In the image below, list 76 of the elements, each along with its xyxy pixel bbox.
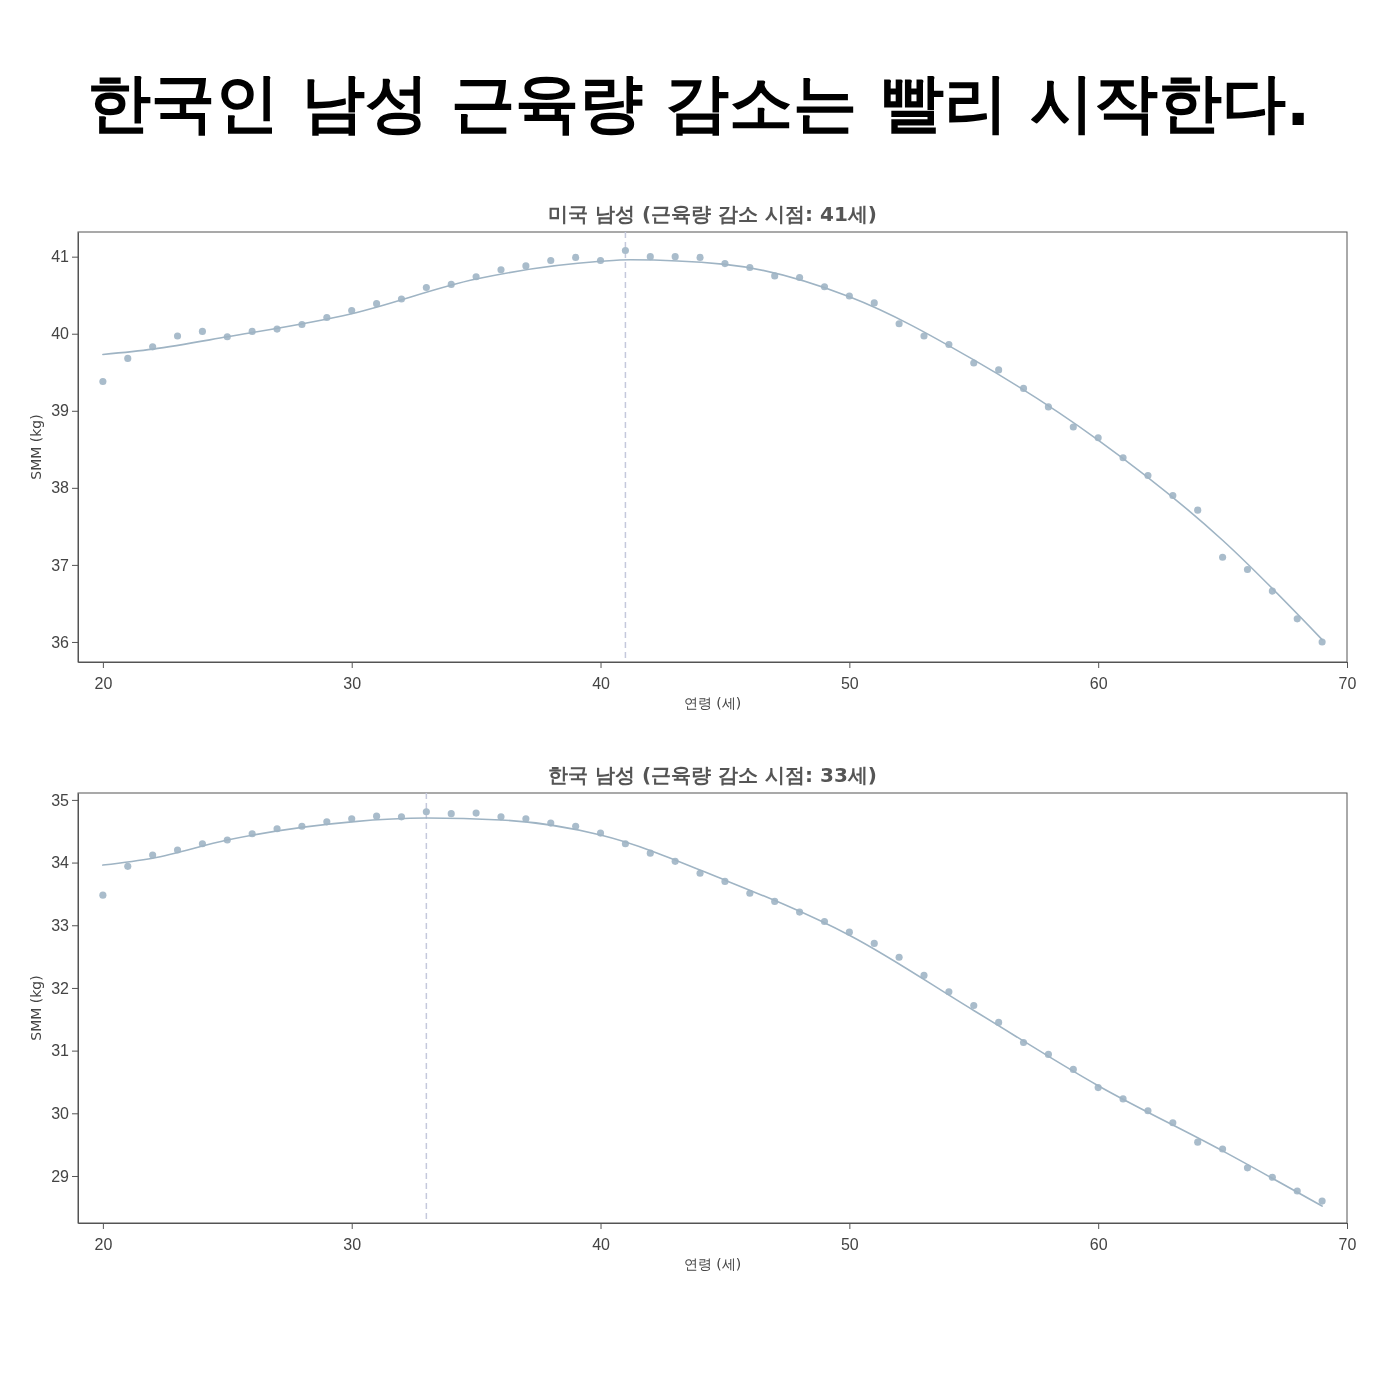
point xyxy=(373,300,381,308)
x-tick-label: 30 xyxy=(343,1235,362,1253)
x-axis-title: 연령 (세) xyxy=(683,1256,742,1272)
point xyxy=(472,809,480,817)
point xyxy=(1293,615,1301,623)
point xyxy=(945,988,953,996)
x-tick-label: 60 xyxy=(1089,674,1108,692)
point xyxy=(671,253,679,261)
x-tick-label: 40 xyxy=(592,1235,611,1253)
x-tick-label: 60 xyxy=(1089,1235,1108,1253)
y-tick-label: 31 xyxy=(51,1042,70,1060)
point xyxy=(746,889,754,897)
point xyxy=(572,253,580,261)
point xyxy=(696,253,704,261)
point xyxy=(621,246,629,255)
point xyxy=(1318,638,1326,646)
x-tick-label: 70 xyxy=(1338,1235,1357,1253)
point xyxy=(920,332,928,340)
y-tick-label: 38 xyxy=(51,479,70,497)
y-tick-label: 30 xyxy=(51,1104,70,1122)
point xyxy=(1194,506,1202,514)
x-tick-label: 40 xyxy=(592,674,611,692)
point xyxy=(497,813,505,821)
point xyxy=(696,869,704,877)
x-axis-title: 연령 (세) xyxy=(683,695,742,711)
point xyxy=(870,939,878,947)
point xyxy=(373,812,381,820)
y-axis-title: SMM (kg) xyxy=(28,975,44,1041)
chart-subtitle: 미국 남성 (근육량 감소 시점: 41세) xyxy=(548,202,877,226)
point xyxy=(920,971,928,979)
point xyxy=(348,815,356,823)
point xyxy=(995,366,1003,374)
point xyxy=(1318,1197,1326,1205)
point xyxy=(572,822,580,830)
point xyxy=(895,953,903,961)
point xyxy=(124,862,132,870)
point xyxy=(99,891,107,899)
x-tick-label: 20 xyxy=(94,1235,113,1253)
point xyxy=(1069,423,1077,431)
x-tick-label: 50 xyxy=(840,1235,859,1253)
x-tick-label: 30 xyxy=(343,674,362,692)
y-tick-label: 37 xyxy=(51,556,70,574)
point xyxy=(1219,553,1227,561)
point xyxy=(1194,1138,1202,1146)
point xyxy=(497,266,505,274)
y-tick-label: 36 xyxy=(51,633,70,651)
point xyxy=(870,299,878,307)
y-tick-label: 40 xyxy=(51,325,70,343)
point xyxy=(422,808,430,816)
point xyxy=(124,354,132,362)
point xyxy=(970,359,978,367)
point xyxy=(422,283,430,292)
y-tick-label: 41 xyxy=(51,248,70,266)
point xyxy=(646,253,654,261)
chart-title: 한국인 남성 근육량 감소는 빨리 시작한다. xyxy=(86,66,1311,140)
x-tick-label: 70 xyxy=(1338,674,1357,692)
point xyxy=(173,332,182,340)
y-tick-label: 35 xyxy=(51,791,70,809)
point xyxy=(198,327,206,335)
y-tick-label: 32 xyxy=(51,979,70,997)
y-tick-label: 33 xyxy=(51,916,70,934)
point xyxy=(895,320,903,328)
y-tick-label: 34 xyxy=(51,854,70,872)
point xyxy=(970,1001,978,1010)
point xyxy=(1243,565,1252,574)
point xyxy=(447,810,455,818)
y-tick-label: 39 xyxy=(51,402,70,420)
y-axis-title: SMM (kg) xyxy=(28,414,44,480)
x-tick-label: 20 xyxy=(94,674,113,692)
x-tick-label: 50 xyxy=(840,674,859,692)
chart-subtitle: 한국 남성 (근육량 감소 시점: 33세) xyxy=(548,763,877,787)
point xyxy=(547,256,555,265)
point xyxy=(522,262,530,270)
point xyxy=(99,377,107,386)
point xyxy=(522,815,530,823)
y-tick-label: 29 xyxy=(51,1167,70,1185)
